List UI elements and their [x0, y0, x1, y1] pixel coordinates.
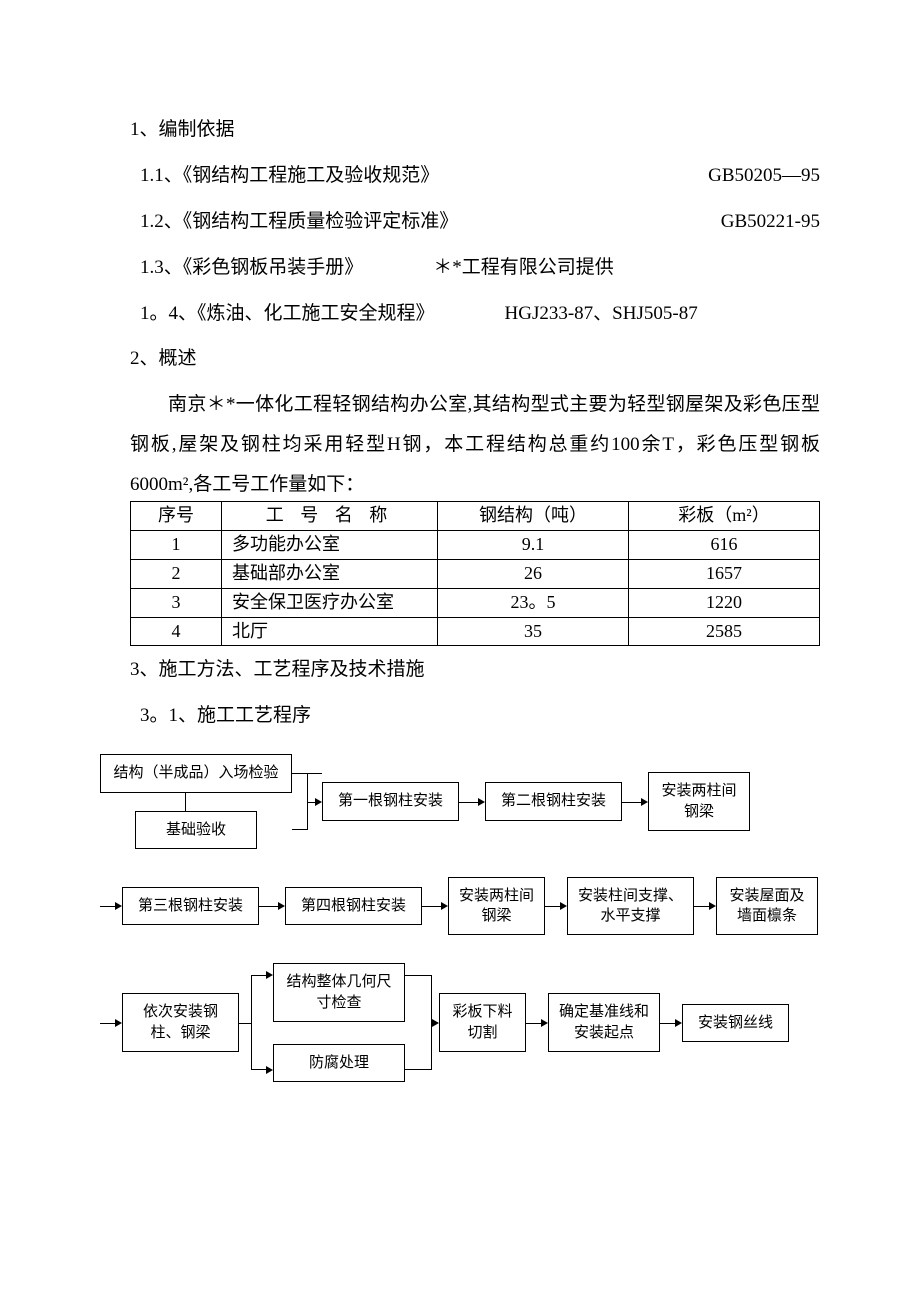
arrow-icon [660, 1022, 682, 1023]
section-1-title: 1、编制依据 [130, 110, 820, 150]
spec-code: ＊*工程有限公司提供 [403, 248, 614, 288]
arrow-icon [622, 801, 648, 802]
cell: 多功能办公室 [222, 530, 438, 559]
flow-node: 基础验收 [135, 811, 257, 849]
flow-node: 确定基准线和安装起点 [548, 993, 660, 1052]
arrow-icon [545, 906, 567, 907]
spec-item-2: 1.2、《钢结构工程质量检验评定标准》 GB50221-95 [140, 202, 820, 242]
table-row: 2 基础部办公室 26 1657 [131, 559, 820, 588]
flow-node: 安装屋面及墙面檩条 [716, 877, 818, 936]
flow-node: 安装两柱间钢梁 [448, 877, 545, 936]
cell: 基础部办公室 [222, 559, 438, 588]
col-seq: 序号 [131, 502, 222, 531]
workload-table: 序号 工 号 名 称 钢结构（吨） 彩板（m²） 1 多功能办公室 9.1 61… [130, 501, 820, 646]
spec-code: HGJ233-87、SHJ505-87 [475, 294, 698, 334]
flow-node: 结构整体几何尺寸检查 [273, 963, 405, 1022]
flow-node: 安装钢丝线 [682, 1004, 789, 1042]
section-3-1-title: 3。1、施工工艺程序 [140, 696, 820, 736]
flow-node: 第三根钢柱安装 [122, 887, 259, 925]
flow-row-2: 第三根钢柱安装 第四根钢柱安装 安装两柱间钢梁 安装柱间支撑、水平支撑 安装屋面… [100, 877, 840, 936]
spec-code: GB50221-95 [691, 202, 820, 242]
flow-row-3: 依次安装钢柱、钢梁 结构整体几何尺寸检查 防腐处理 [100, 963, 840, 1082]
spec-label: 1.2、《钢结构工程质量检验评定标准》 [140, 202, 458, 242]
flow-node: 彩板下料切割 [439, 993, 526, 1052]
flow-node: 安装柱间支撑、水平支撑 [567, 877, 694, 936]
spec-item-3: 1.3、《彩色钢板吊装手册》 ＊*工程有限公司提供 [140, 248, 820, 288]
cell: 3 [131, 588, 222, 617]
cell: 1220 [629, 588, 820, 617]
cell: 23。5 [438, 588, 629, 617]
spec-label: 1。4、《炼油、化工施工安全规程》 [140, 294, 435, 334]
flow-node: 第四根钢柱安装 [285, 887, 422, 925]
arrow-icon [526, 1022, 548, 1023]
spec-code: GB50205—95 [678, 156, 820, 196]
cell: 26 [438, 559, 629, 588]
table-row: 1 多功能办公室 9.1 616 [131, 530, 820, 559]
cell: 616 [629, 530, 820, 559]
section-3-title: 3、施工方法、工艺程序及技术措施 [130, 650, 820, 690]
flow-node: 结构（半成品）入场检验 [100, 754, 292, 792]
cell: 安全保卫医疗办公室 [222, 588, 438, 617]
arrow-icon [259, 906, 285, 907]
arrow-icon [459, 801, 485, 802]
cell: 2 [131, 559, 222, 588]
arrow-icon [694, 906, 716, 907]
flow-node: 第一根钢柱安装 [322, 782, 459, 820]
table-row: 4 北厅 35 2585 [131, 617, 820, 646]
flow-node: 安装两柱间钢梁 [648, 772, 750, 831]
flow-node: 第二根钢柱安装 [485, 782, 622, 820]
arrow-icon [422, 906, 448, 907]
document-page: 1、编制依据 1.1、《钢结构工程施工及验收规范》 GB50205—95 1.2… [0, 0, 920, 1142]
overview-paragraph: 南京＊*一体化工程轻钢结构办公室,其结构型式主要为轻型钢屋架及彩色压型钢板,屋架… [130, 385, 820, 505]
cell: 1657 [629, 559, 820, 588]
col-panel: 彩板（m²） [629, 502, 820, 531]
table-header-row: 序号 工 号 名 称 钢结构（吨） 彩板（m²） [131, 502, 820, 531]
spec-item-4: 1。4、《炼油、化工施工安全规程》 HGJ233-87、SHJ505-87 [140, 294, 820, 334]
col-name: 工 号 名 称 [222, 502, 438, 531]
spec-label: 1.3、《彩色钢板吊装手册》 [140, 248, 363, 288]
section-2-title: 2、概述 [130, 339, 820, 379]
process-flowchart: 结构（半成品）入场检验 基础验收 第一根钢柱安装 第二根钢柱安装 [100, 754, 840, 1082]
arrow-icon [100, 906, 122, 907]
spec-item-1: 1.1、《钢结构工程施工及验收规范》 GB50205—95 [140, 156, 820, 196]
cell: 北厅 [222, 617, 438, 646]
table-row: 3 安全保卫医疗办公室 23。5 1220 [131, 588, 820, 617]
col-steel: 钢结构（吨） [438, 502, 629, 531]
spec-label: 1.1、《钢结构工程施工及验收规范》 [140, 156, 439, 196]
cell: 9.1 [438, 530, 629, 559]
table-body: 1 多功能办公室 9.1 616 2 基础部办公室 26 1657 3 安全保卫… [131, 530, 820, 646]
cell: 4 [131, 617, 222, 646]
arrow-icon [100, 1022, 122, 1023]
flow-node: 防腐处理 [273, 1044, 405, 1082]
cell: 35 [438, 617, 629, 646]
flow-row-1: 结构（半成品）入场检验 基础验收 第一根钢柱安装 第二根钢柱安装 [100, 754, 840, 849]
cell: 1 [131, 530, 222, 559]
cell: 2585 [629, 617, 820, 646]
flow-node: 依次安装钢柱、钢梁 [122, 993, 239, 1052]
